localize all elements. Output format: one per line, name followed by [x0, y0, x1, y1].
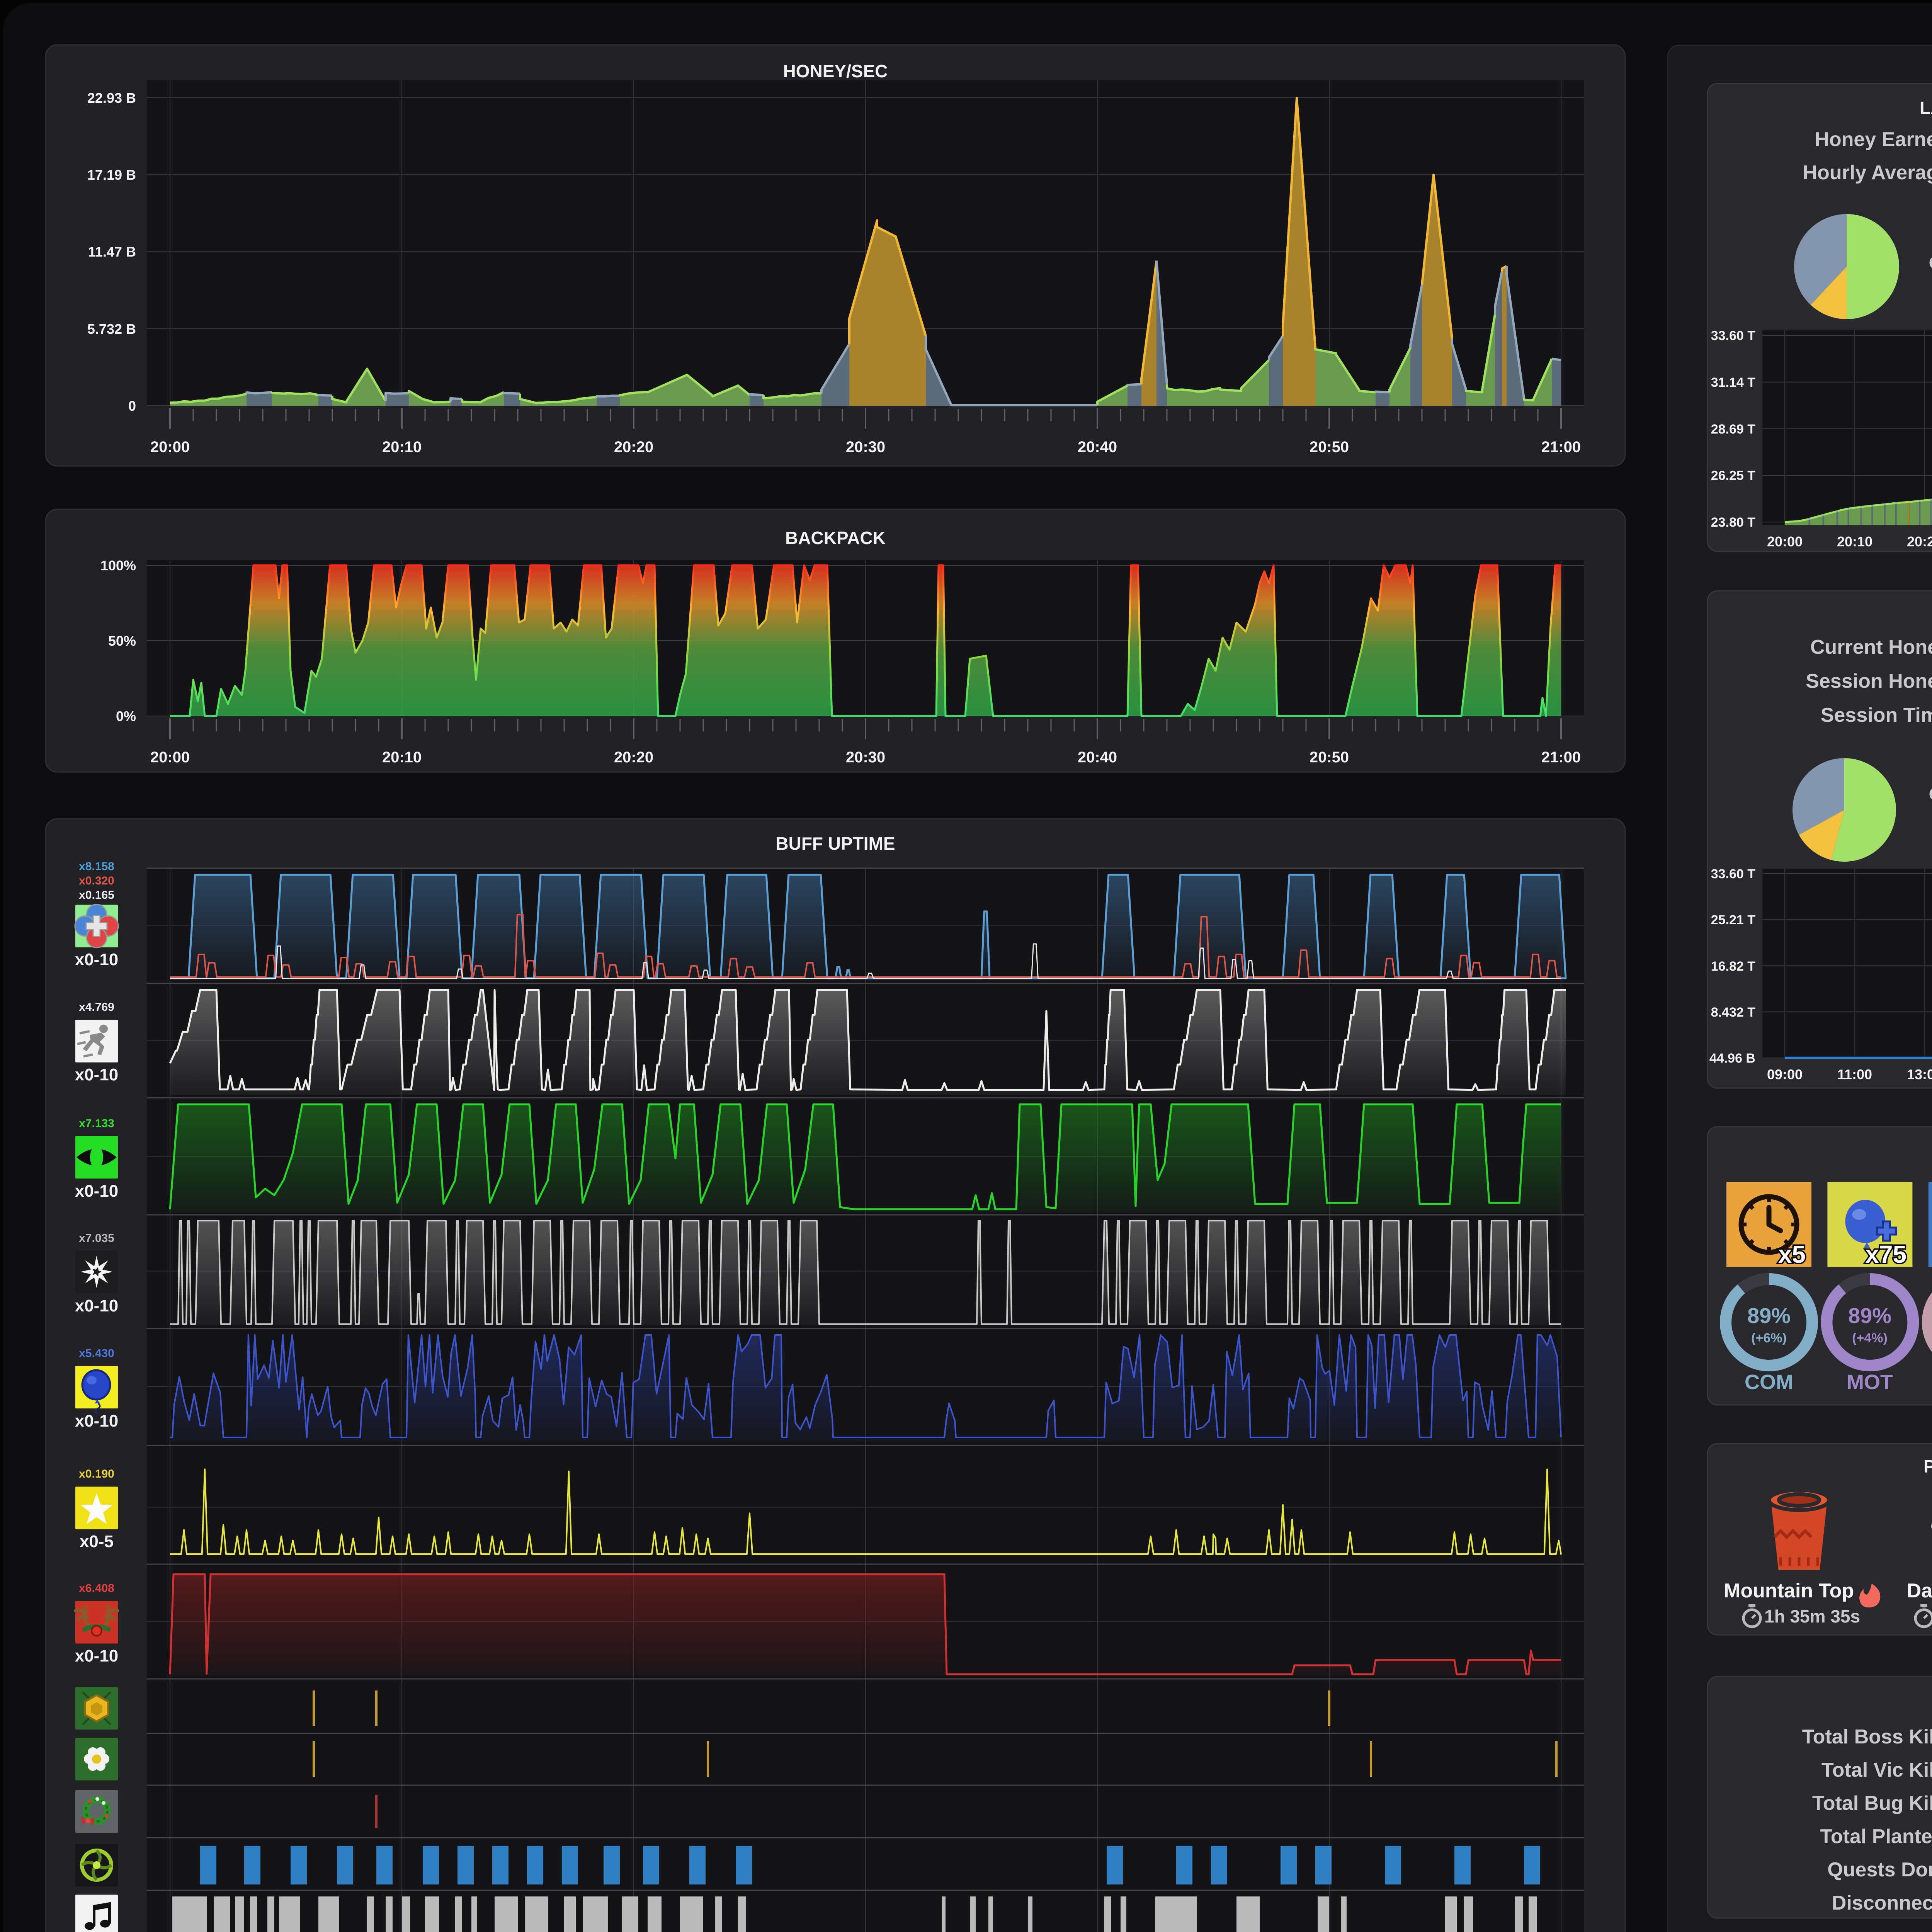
svg-text:0: 0: [128, 398, 136, 414]
svg-text:33.60 T: 33.60 T: [1711, 328, 1756, 343]
svg-text:20:10: 20:10: [382, 749, 422, 766]
svg-text:100%: 100%: [100, 558, 136, 573]
svg-text:20:20: 20:20: [614, 439, 653, 456]
svg-text:x0.165: x0.165: [79, 889, 114, 901]
svg-text:21:00: 21:00: [1541, 749, 1581, 766]
svg-text:x0-10: x0-10: [75, 950, 119, 969]
svg-text:Convert: Convert: [1929, 253, 1932, 272]
svg-text:Total Boss Kills: Total Boss Kills: [1802, 1726, 1932, 1748]
svg-text:x7.133: x7.133: [79, 1117, 114, 1130]
svg-text:89%: 89%: [1848, 1303, 1891, 1328]
svg-text:x75: x75: [1865, 1240, 1906, 1268]
svg-text:Disconnects: Disconnects: [1832, 1892, 1932, 1914]
svg-text:x0.190: x0.190: [79, 1468, 114, 1480]
svg-text:20:00: 20:00: [1767, 534, 1803, 549]
svg-text:Dandelion: Dandelion: [1907, 1580, 1932, 1602]
svg-text:20:40: 20:40: [1078, 439, 1117, 456]
svg-text:17.19 B: 17.19 B: [87, 167, 136, 183]
svg-text:Honey Earned: Honey Earned: [1815, 128, 1932, 151]
svg-text:x0-5: x0-5: [80, 1532, 114, 1551]
svg-text:20:50: 20:50: [1310, 439, 1349, 456]
svg-text:Hourly Average: Hourly Average: [1803, 162, 1932, 184]
svg-text:20:40: 20:40: [1078, 749, 1117, 766]
svg-text:COM: COM: [1745, 1371, 1793, 1394]
svg-text:x0-10: x0-10: [75, 1412, 119, 1430]
svg-text:09:00: 09:00: [1767, 1066, 1803, 1082]
svg-text:BACKPACK: BACKPACK: [785, 528, 886, 548]
svg-text:0%: 0%: [116, 708, 136, 724]
svg-text:11:00: 11:00: [1837, 1066, 1872, 1082]
svg-text:20:30: 20:30: [846, 439, 885, 456]
svg-text:HONEY/SEC: HONEY/SEC: [783, 61, 888, 81]
svg-text:(+4%): (+4%): [1852, 1331, 1888, 1345]
svg-text:Session Honey: Session Honey: [1806, 670, 1932, 692]
svg-text:28.69 T: 28.69 T: [1711, 422, 1756, 437]
svg-text:Mountain Top: Mountain Top: [1724, 1580, 1854, 1602]
svg-text:33.60 T: 33.60 T: [1711, 867, 1756, 881]
svg-text:x0-10: x0-10: [75, 1646, 119, 1665]
svg-text:Total Planters: Total Planters: [1820, 1825, 1932, 1848]
svg-text:26.25 T: 26.25 T: [1711, 468, 1756, 483]
svg-text:20:00: 20:00: [150, 749, 190, 766]
svg-text:20:20: 20:20: [614, 749, 653, 766]
svg-text:Session Time: Session Time: [1821, 704, 1932, 726]
svg-text:PLANTERS: PLANTERS: [1923, 1456, 1932, 1476]
svg-text:x5.430: x5.430: [79, 1347, 114, 1360]
svg-text:Convert: Convert: [1929, 785, 1932, 804]
svg-text:20:10: 20:10: [1837, 534, 1872, 549]
svg-text:50%: 50%: [108, 633, 136, 649]
svg-text:MOT: MOT: [1847, 1371, 1893, 1394]
svg-text:x5: x5: [1778, 1240, 1806, 1268]
svg-text:8.432 T: 8.432 T: [1711, 1005, 1756, 1020]
svg-text:20:50: 20:50: [1310, 749, 1349, 766]
svg-text:20:10: 20:10: [382, 439, 422, 456]
svg-text:Total Vic Kills: Total Vic Kills: [1821, 1759, 1932, 1781]
svg-text:31.14 T: 31.14 T: [1711, 375, 1756, 390]
svg-text:x0.320: x0.320: [79, 874, 114, 887]
svg-text:Current Honey: Current Honey: [1810, 636, 1932, 658]
svg-text:Total Bug Kills: Total Bug Kills: [1812, 1792, 1932, 1815]
svg-text:x0-10: x0-10: [75, 1296, 119, 1315]
svg-text:x0-10: x0-10: [75, 1065, 119, 1084]
svg-text:20:30: 20:30: [846, 749, 885, 766]
svg-text:(+6%): (+6%): [1751, 1331, 1787, 1345]
svg-text:5.732 B: 5.732 B: [87, 321, 136, 337]
svg-text:11.47 B: 11.47 B: [88, 244, 136, 260]
svg-text:LAST HOUR: LAST HOUR: [1920, 98, 1932, 118]
svg-text:25.21 T: 25.21 T: [1711, 913, 1756, 927]
svg-text:16.82 T: 16.82 T: [1711, 959, 1756, 974]
svg-text:x8.158: x8.158: [79, 860, 114, 873]
svg-text:13:00: 13:00: [1907, 1066, 1932, 1082]
svg-text:89%: 89%: [1747, 1303, 1791, 1328]
svg-text:x0-10: x0-10: [75, 1182, 119, 1201]
svg-text:x6.408: x6.408: [79, 1582, 114, 1595]
svg-text:x7.035: x7.035: [79, 1232, 114, 1245]
svg-text:22.93 B: 22.93 B: [87, 90, 136, 106]
svg-text:20:00: 20:00: [150, 439, 190, 456]
svg-text:21:00: 21:00: [1541, 439, 1581, 456]
svg-text:1h 35m 35s: 1h 35m 35s: [1764, 1606, 1860, 1626]
svg-text:x4.769: x4.769: [79, 1001, 114, 1014]
svg-text:23.80 T: 23.80 T: [1711, 515, 1756, 530]
svg-text:20:20: 20:20: [1907, 534, 1932, 549]
svg-text:BUFF UPTIME: BUFF UPTIME: [776, 833, 895, 854]
svg-text:Quests Done: Quests Done: [1827, 1859, 1932, 1881]
svg-text:44.96 B: 44.96 B: [1709, 1051, 1755, 1066]
